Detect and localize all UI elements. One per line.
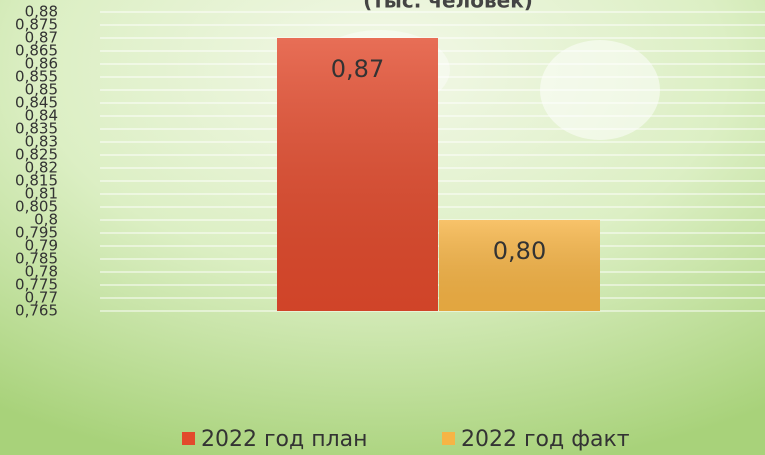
bar-shade	[439, 220, 600, 311]
value-label: 0,80	[493, 237, 546, 265]
page: {"chart_data": {"type": "bar", "title": …	[0, 0, 765, 455]
value-label: 0,87	[331, 55, 384, 83]
legend-label: 2022 год факт	[461, 427, 630, 452]
legend-swatch	[182, 432, 195, 445]
chart: (тыс. человек) 0,7650,770,7750,780,7850,…	[0, 0, 765, 455]
legend-label: 2022 год план	[201, 427, 368, 452]
y-tick-label: 0,88	[25, 3, 58, 21]
legend-swatch	[442, 432, 455, 445]
chart-title: (тыс. человек)	[363, 0, 533, 13]
